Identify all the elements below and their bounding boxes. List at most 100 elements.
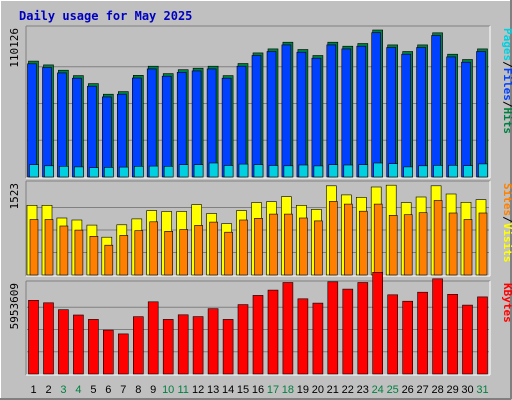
legend-item: / xyxy=(501,101,512,108)
day-label-5: 5 xyxy=(90,384,96,396)
day-label-20: 20 xyxy=(312,384,324,396)
bar-kbytes-day-14 xyxy=(222,319,234,375)
bar-pages-day-19 xyxy=(298,164,309,178)
legend-visits-sites: Sites/Visits xyxy=(501,183,512,263)
day-label-2: 2 xyxy=(45,384,51,396)
bar-pages-day-23 xyxy=(358,164,369,178)
bar-files-day-5 xyxy=(87,85,97,178)
day-label-11: 11 xyxy=(177,384,188,396)
bar-kbytes-day-29 xyxy=(447,293,458,375)
bar-sites-day-11 xyxy=(179,229,188,276)
bar-sites-day-14 xyxy=(224,231,233,276)
bar-sites-day-21 xyxy=(328,201,338,276)
bar-kbytes-day-6 xyxy=(103,329,114,375)
bar-sites-day-7 xyxy=(119,235,129,276)
bar-pages-day-8 xyxy=(134,166,144,178)
bar-kbytes-day-17 xyxy=(267,289,279,375)
bar-pages-day-15 xyxy=(238,163,249,178)
bar-sites-day-15 xyxy=(239,219,248,276)
bar-files-day-23 xyxy=(356,45,367,178)
bar-files-day-28 xyxy=(431,35,441,178)
bar-files-day-9 xyxy=(146,68,157,178)
bar-kbytes-day-21 xyxy=(327,281,339,375)
bar-files-day-3 xyxy=(57,72,67,178)
bar-sites-day-24 xyxy=(373,203,383,276)
bar-pages-day-28 xyxy=(433,165,443,178)
day-label-19: 19 xyxy=(297,384,309,396)
bar-pages-day-18 xyxy=(283,165,294,178)
bar-sites-day-10 xyxy=(164,231,173,276)
day-label-12: 12 xyxy=(192,384,204,396)
bar-files-day-26 xyxy=(401,53,412,178)
day-label-16: 16 xyxy=(252,384,264,396)
bar-pages-day-22 xyxy=(343,164,354,178)
bar-pages-day-4 xyxy=(74,166,84,178)
day-label-1: 1 xyxy=(30,384,36,396)
day-label-22: 22 xyxy=(342,384,354,396)
bar-pages-day-13 xyxy=(208,162,219,178)
bar-kbytes-day-13 xyxy=(207,308,219,375)
panel-kbytes: 5953609 KBytes xyxy=(8,271,512,376)
bar-kbytes-day-20 xyxy=(312,302,324,375)
bar-pages-day-3 xyxy=(59,166,69,178)
legend-hits-files-pages: Pages/Files/Hits xyxy=(501,28,512,134)
bar-files-day-4 xyxy=(72,77,82,178)
bar-pages-day-16 xyxy=(253,164,264,178)
bar-kbytes-day-30 xyxy=(462,304,473,375)
bar-files-day-24 xyxy=(371,32,382,178)
bar-files-day-16 xyxy=(251,55,262,178)
bar-files-day-13 xyxy=(206,68,217,178)
bar-pages-day-2 xyxy=(44,165,54,178)
bar-pages-day-6 xyxy=(104,167,114,178)
bar-sites-day-20 xyxy=(314,220,323,276)
bar-kbytes-day-10 xyxy=(162,319,174,375)
day-label-31: 31 xyxy=(476,384,488,396)
bar-files-day-17 xyxy=(266,51,277,178)
day-label-4: 4 xyxy=(75,384,81,396)
bar-files-day-20 xyxy=(311,57,322,178)
bar-sites-day-23 xyxy=(358,210,368,276)
bar-pages-day-7 xyxy=(119,166,129,178)
y-max-label: 1523 xyxy=(8,183,21,210)
bar-pages-day-27 xyxy=(418,165,428,178)
bar-files-day-19 xyxy=(296,51,307,178)
bar-pages-day-21 xyxy=(328,164,339,178)
day-label-18: 18 xyxy=(282,384,294,396)
bar-files-day-31 xyxy=(476,51,486,178)
bar-sites-day-26 xyxy=(403,214,413,276)
bar-sites-day-19 xyxy=(299,217,308,276)
bar-sites-day-6 xyxy=(104,244,114,276)
bar-sites-day-3 xyxy=(59,225,69,276)
bar-kbytes-day-24 xyxy=(372,271,384,375)
day-label-28: 28 xyxy=(431,384,443,396)
bar-pages-day-29 xyxy=(448,165,458,178)
bar-pages-day-10 xyxy=(163,166,174,178)
legend-item: Visits xyxy=(501,223,512,263)
bar-kbytes-day-12 xyxy=(192,316,204,375)
bar-pages-day-30 xyxy=(463,165,473,178)
panel-visits-sites: 1523 Sites/Visits xyxy=(8,180,512,277)
bar-pages-day-24 xyxy=(373,162,384,178)
day-label-13: 13 xyxy=(207,384,219,396)
bar-kbytes-day-18 xyxy=(282,282,294,375)
bar-kbytes-day-1 xyxy=(28,299,39,375)
day-label-24: 24 xyxy=(372,384,384,396)
bar-kbytes-day-11 xyxy=(177,314,189,375)
bar-kbytes-day-8 xyxy=(133,316,144,375)
bar-sites-day-22 xyxy=(343,203,353,276)
bar-sites-day-8 xyxy=(134,230,144,276)
day-label-6: 6 xyxy=(105,384,111,396)
bar-pages-day-31 xyxy=(478,163,488,178)
bar-kbytes-day-4 xyxy=(73,314,84,375)
legend-item: Files xyxy=(501,68,512,101)
bar-sites-day-9 xyxy=(149,221,158,276)
day-label-27: 27 xyxy=(416,384,428,396)
day-label-23: 23 xyxy=(357,384,369,396)
day-label-25: 25 xyxy=(387,384,399,396)
legend-item: / xyxy=(501,61,512,68)
bar-sites-day-18 xyxy=(284,213,293,276)
legend-item: Pages xyxy=(501,28,512,61)
bar-files-day-10 xyxy=(161,75,172,178)
